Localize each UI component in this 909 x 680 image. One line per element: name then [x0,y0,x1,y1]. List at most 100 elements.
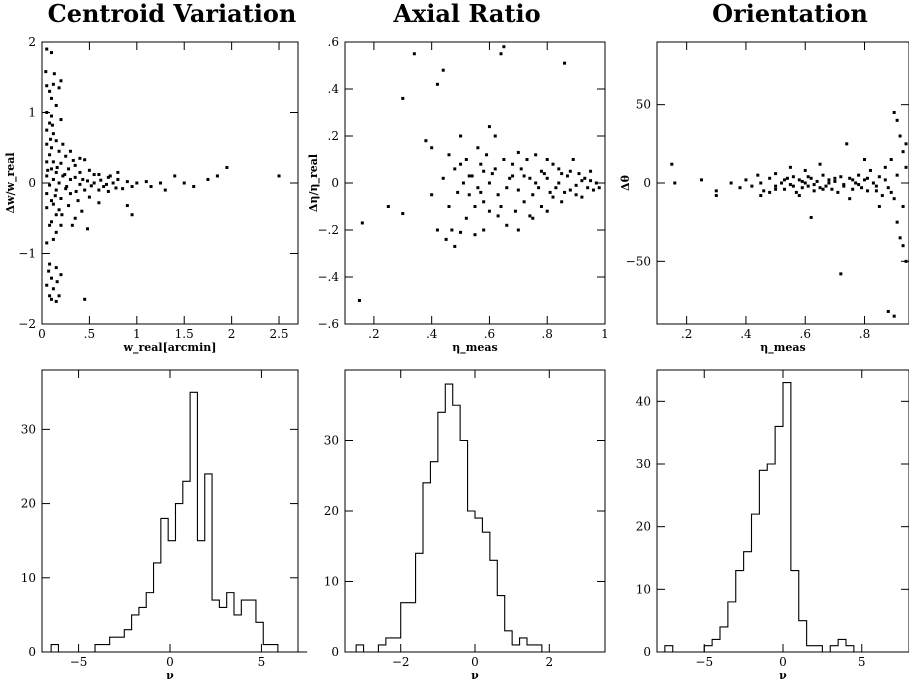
scatter-point [580,195,584,199]
scatter-point [493,167,497,171]
scatter-point [461,181,465,185]
scatter-point [883,165,887,169]
y-tick-label: 30 [324,434,339,448]
x-tick-label: −5 [695,655,713,669]
scatter-point [531,193,535,197]
scatter-point [791,175,795,179]
scatter-point [441,68,445,72]
scatter-point [67,167,71,171]
scatter-point [61,174,65,178]
scatter-point [467,193,471,197]
x-axis-label: ν [779,669,787,680]
scatter-point [453,244,457,248]
scatter-point [898,134,902,138]
scatter-point [111,181,115,185]
y-tick-label: 10 [21,571,36,585]
scatter-point [48,262,52,266]
scatter-point [516,188,520,192]
scatter-point [92,173,96,177]
histogram-steps [50,391,308,653]
scatter-point [513,209,517,213]
scatter-point [857,183,861,187]
scatter-point [892,111,896,114]
y-axis-label: Δη/η_real [307,154,321,212]
scatter-point [851,178,855,182]
scatter-point [496,214,500,218]
y-tick-label: .4 [328,82,340,96]
scatter-point [49,199,53,203]
scatter-point [412,52,416,56]
scatter-point [886,186,890,190]
scatter-point [528,176,532,180]
scatter-point [756,173,760,177]
y-tick-label: 1 [28,106,36,120]
scatter-point [441,176,445,180]
scatter-point [874,184,878,188]
x-tick-label: 2 [228,327,236,341]
scatter-point [74,189,78,193]
scatter-point [149,185,153,189]
scatter-point [51,202,55,206]
x-axis-label: ν [471,669,479,680]
scatter-point [456,190,460,194]
scatter-point [53,194,57,198]
scatter-point [68,192,72,196]
panels: 0 .5 1 1.5 2 2.5 −2 −1 0 1 2 w_real[arcmin] Δw/w_rea… [4,35,909,680]
scatter-point [833,176,837,180]
scatter-point [827,181,831,185]
scatter-point [99,178,103,182]
scatter-point [548,190,552,194]
scatter-point [48,121,52,125]
scatter-point [539,169,543,173]
scatter-point [97,188,101,192]
scatter-point [45,206,49,210]
scatter-point [782,178,786,182]
scatter-point [51,177,55,181]
scatter-point [901,205,905,208]
scatter-point [116,170,120,174]
scatter-point [45,174,49,178]
scatter-point [48,89,52,93]
y-axis-label: Δθ [619,175,632,191]
scatter-point [467,174,471,178]
scatter-point [46,168,50,172]
scatter-point [670,162,674,166]
scatter-point [806,175,810,179]
scatter-point [479,190,483,194]
scatter-point [583,176,587,180]
x-tick-label: 2.5 [269,327,288,341]
scatter-point [895,220,899,224]
scatter-point [901,244,905,248]
scatter-point [430,193,434,197]
scatter-point [774,187,778,191]
scatter-point [516,228,520,232]
scatter-point [563,190,567,194]
scatter-point [76,199,80,203]
y-tick-label: 20 [324,504,339,518]
plot-frame [41,369,299,653]
scatter-point [65,185,69,189]
scatter-point [116,177,120,181]
x-tick-label: 2 [545,655,553,669]
scatter-point [854,181,858,185]
x-axis-label: ν [166,669,174,680]
scatter-point [71,158,75,162]
scatter-point [473,205,477,208]
scatter-point [83,297,87,301]
centroid-hist-panel: −5 0 5 0 10 20 30 ν [21,369,308,680]
scatter-point [848,197,852,201]
scatter-point [360,221,364,225]
scatter-point [571,158,575,161]
scatter-point [159,181,163,185]
scatter-point [886,309,890,313]
y-tick-label: .2 [328,129,339,143]
scatter-point [780,181,784,185]
scatter-point [473,233,477,237]
scatter-point [528,214,532,218]
scatter-point [519,167,523,171]
scatter-point [774,172,778,176]
scatter-point [59,161,63,165]
x-tick-label: 1 [133,327,141,341]
scatter-point [487,181,491,185]
